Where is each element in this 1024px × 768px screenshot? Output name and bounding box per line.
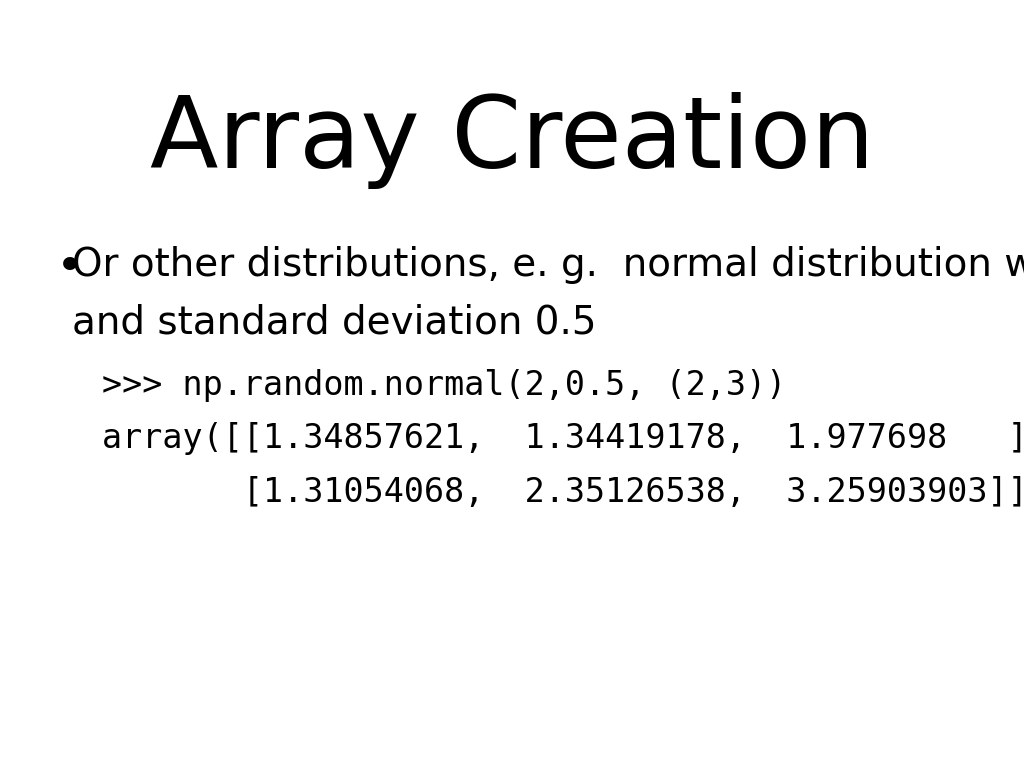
Text: Or other distributions, e. g.  normal distribution with mean 2: Or other distributions, e. g. normal dis… bbox=[72, 246, 1024, 283]
Text: >>> np.random.normal(2,0.5, (2,3)): >>> np.random.normal(2,0.5, (2,3)) bbox=[102, 369, 786, 402]
Text: array([[1.34857621,  1.34419178,  1.977698   ],: array([[1.34857621, 1.34419178, 1.977698… bbox=[102, 422, 1024, 455]
Text: •: • bbox=[56, 246, 84, 291]
Text: Array Creation: Array Creation bbox=[150, 92, 874, 189]
Text: and standard deviation 0.5: and standard deviation 0.5 bbox=[72, 303, 596, 341]
Text: [1.31054068,  2.35126538,  3.25903903]]): [1.31054068, 2.35126538, 3.25903903]]) bbox=[102, 476, 1024, 509]
